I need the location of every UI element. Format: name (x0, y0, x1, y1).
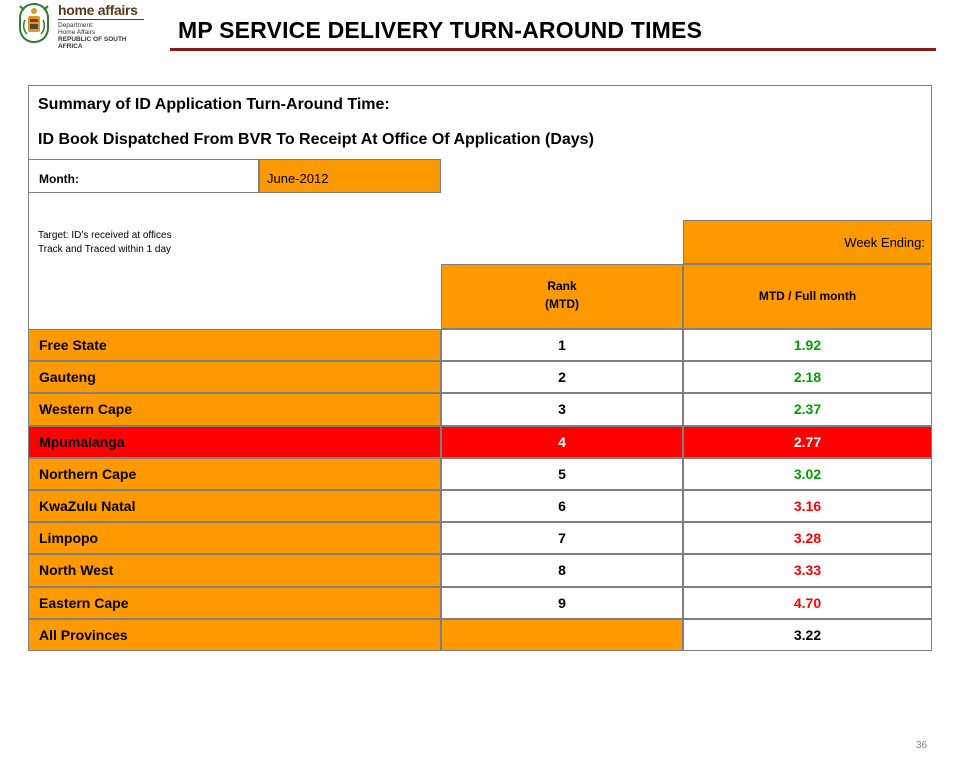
province-name: Mpumalanga (28, 425, 441, 458)
month-value: June-2012 (259, 159, 441, 193)
province-name: All Provinces (28, 618, 441, 651)
logo-line-republic: REPUBLIC OF SOUTH AFRICA (58, 36, 127, 50)
province-rank: 2 (441, 361, 683, 394)
table-row: Limpopo 7 3.28 (28, 522, 932, 555)
province-name: North West (28, 554, 441, 587)
title-rule (170, 48, 936, 51)
target-line-1: Target: ID’s received at offices (38, 230, 172, 241)
province-rank: 7 (441, 522, 683, 555)
week-ending-header: Week Ending: (683, 220, 932, 264)
province-name: Free State (28, 329, 441, 362)
province-mtd-value: 2.37 (683, 393, 932, 426)
home-affairs-logo: home affairs Department: Home Affairs RE… (14, 2, 144, 50)
month-label: Month: (28, 159, 259, 193)
table-row: Western Cape 3 2.37 (28, 393, 932, 426)
province-mtd-value: 1.92 (683, 329, 932, 362)
target-line-2: Track and Traced within 1 day (38, 244, 172, 255)
province-name: Eastern Cape (28, 586, 441, 619)
province-rank: 4 (441, 425, 683, 458)
table-row: KwaZulu Natal 6 3.16 (28, 489, 932, 523)
coat-of-arms-icon (19, 2, 49, 44)
table-row: Free State 1 1.92 (28, 329, 932, 362)
province-name: Limpopo (28, 522, 441, 555)
province-mtd-value: 3.28 (683, 522, 932, 555)
page-number: 36 (916, 740, 928, 751)
rank-header-line-1: Rank (547, 279, 577, 293)
logo-line-home-affairs: Home Affairs (58, 29, 96, 36)
province-mtd-value: 3.22 (683, 618, 932, 651)
province-name: Northern Cape (28, 457, 441, 490)
table-row: Eastern Cape 9 4.70 (28, 586, 932, 619)
summary-heading: Summary of ID Application Turn-Around Ti… (38, 96, 390, 113)
table-row: Northern Cape 5 3.02 (28, 457, 932, 490)
target-note: Target: ID’s received at offices Track a… (38, 229, 172, 257)
province-rank: 3 (441, 393, 683, 426)
province-mtd-value: 2.18 (683, 361, 932, 394)
page-title: MP SERVICE DELIVERY TURN-AROUND TIMES (178, 17, 703, 43)
logo-rule (58, 19, 144, 20)
rank-header-line-2: (MTD) (545, 297, 579, 311)
province-mtd-value: 3.16 (683, 489, 932, 523)
province-rank: 5 (441, 457, 683, 490)
table-row: All Provinces 3.22 (28, 618, 932, 651)
province-name: KwaZulu Natal (28, 489, 441, 523)
province-name: Gauteng (28, 361, 441, 394)
province-mtd-value: 3.33 (683, 554, 932, 587)
province-rank: 1 (441, 329, 683, 362)
province-rank: 8 (441, 554, 683, 587)
logo-brand: home affairs (58, 2, 138, 18)
table-row: Mpumalanga 4 2.77 (28, 425, 932, 458)
province-mtd-value: 3.02 (683, 457, 932, 490)
logo-line-department: Department: (58, 22, 94, 29)
mtd-column-header: MTD / Full month (683, 264, 932, 329)
table-row: Gauteng 2 2.18 (28, 361, 932, 394)
province-rows: Free State 1 1.92 Gauteng 2 2.18 Western Cape 3… (28, 329, 932, 651)
province-rank: 6 (441, 489, 683, 523)
province-rank (441, 618, 683, 651)
table-row: North West 8 3.33 (28, 554, 932, 587)
summary-subheading: ID Book Dispatched From BVR To Receipt A… (38, 131, 594, 148)
rank-column-header: Rank (MTD) (441, 264, 683, 329)
province-mtd-value: 4.70 (683, 586, 932, 619)
logo-text: home affairs Department: Home Affairs RE… (58, 2, 148, 50)
province-name: Western Cape (28, 393, 441, 426)
province-mtd-value: 2.77 (683, 425, 932, 458)
province-rank: 9 (441, 586, 683, 619)
